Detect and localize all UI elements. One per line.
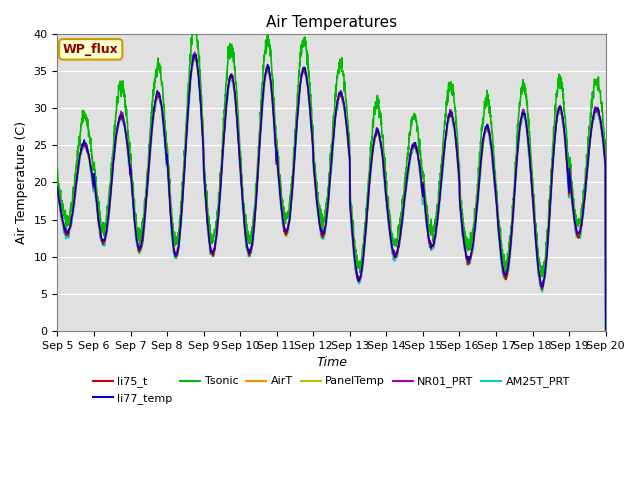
X-axis label: Time: Time <box>316 356 347 369</box>
Y-axis label: Air Temperature (C): Air Temperature (C) <box>15 121 28 244</box>
Text: WP_flux: WP_flux <box>63 43 118 56</box>
Legend: li75_t, li77_temp, Tsonic, AirT, PanelTemp, NR01_PRT, AM25T_PRT: li75_t, li77_temp, Tsonic, AirT, PanelTe… <box>88 372 575 408</box>
Title: Air Temperatures: Air Temperatures <box>266 15 397 30</box>
